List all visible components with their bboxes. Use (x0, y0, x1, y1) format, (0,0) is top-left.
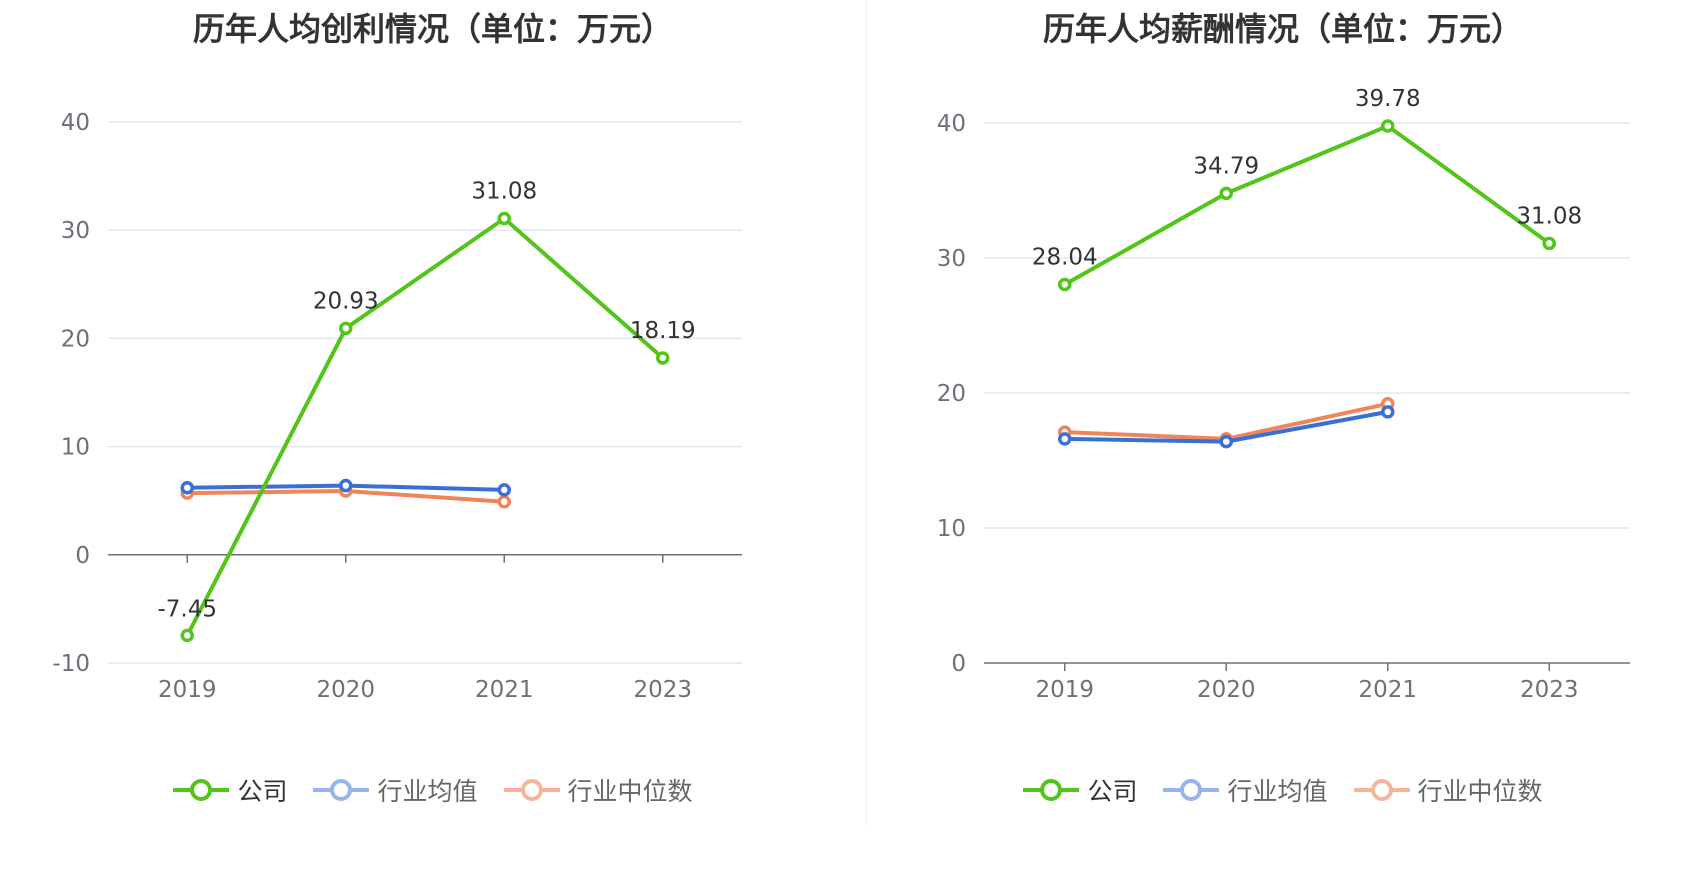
legend-label: 行业中位数 (567, 777, 693, 806)
data-label: 31.08 (471, 179, 537, 205)
x-tick-label: 2020 (1197, 677, 1256, 703)
y-tick-label: 30 (937, 246, 966, 272)
data-point (1381, 405, 1395, 419)
data-point (497, 483, 511, 497)
panel-divider (866, 0, 867, 826)
chart-title: 历年人均创利情况（单位：万元） (192, 10, 673, 48)
legend-line-circle-icon (313, 779, 370, 801)
legend-label: 公司 (237, 777, 288, 806)
data-point (1219, 434, 1233, 449)
data-point (656, 351, 670, 365)
x-tick-label: 2021 (1358, 677, 1417, 703)
series-line (1063, 124, 1551, 287)
x-tick-label: 2019 (1035, 677, 1094, 703)
data-point (1058, 277, 1072, 292)
legend-label: 行业均值 (377, 777, 478, 806)
legend-item-industry-median[interactable]: 行业中位数 (503, 772, 693, 808)
data-label: 28.04 (1032, 244, 1098, 270)
legend-line-circle-icon (173, 779, 230, 801)
legend-item-industry-median[interactable]: 行业中位数 (1353, 772, 1543, 808)
legend-item-industry-average[interactable]: 行业均值 (313, 772, 478, 808)
chart-title: 历年人均薪酬情况（单位：万元） (1042, 10, 1523, 48)
legend-item-company[interactable]: 公司 (1023, 772, 1137, 808)
data-label: 18.19 (630, 318, 696, 344)
legend-line-circle-icon (1163, 779, 1220, 801)
y-tick-label: 20 (937, 381, 966, 407)
x-tick-label: 2019 (158, 677, 217, 703)
legend-label: 行业中位数 (1417, 777, 1543, 806)
data-point (339, 478, 353, 493)
data-point (1381, 119, 1395, 133)
y-tick-label: -10 (52, 651, 90, 677)
x-tick-label: 2020 (316, 677, 375, 703)
series-line (185, 216, 665, 637)
legend-item-company[interactable]: 公司 (173, 772, 287, 808)
data-point (180, 480, 194, 495)
y-tick-label: 0 (951, 651, 966, 677)
chart-plot-area: -10 0 10 20 30 40 2019 2020 2021 2023 -7.45 20.93 31… (52, 110, 742, 703)
data-point (1542, 236, 1556, 251)
y-tick-label: 30 (61, 218, 90, 244)
data-label: 34.79 (1193, 153, 1259, 179)
y-tick-label: 10 (61, 435, 90, 461)
data-label: 31.08 (1516, 203, 1582, 229)
y-tick-label: 40 (937, 111, 966, 137)
x-tick-label: 2021 (475, 677, 534, 703)
data-point (497, 495, 511, 509)
data-point (1219, 186, 1233, 201)
x-tick-label: 2023 (1520, 677, 1579, 703)
legend-item-industry-average[interactable]: 行业均值 (1163, 772, 1328, 808)
data-point (180, 628, 194, 643)
x-tick-label: 2023 (633, 677, 692, 703)
y-tick-label: 10 (937, 516, 966, 542)
chart-legend: 公司 行业均值 行业中位数 (866, 772, 1700, 808)
legend-line-circle-icon (1353, 779, 1410, 801)
data-point (339, 321, 353, 336)
legend-label: 行业均值 (1227, 777, 1328, 806)
y-tick-label: 0 (75, 543, 90, 569)
chart-legend: 公司 行业均值 行业中位数 (0, 772, 866, 808)
legend-line-circle-icon (503, 779, 560, 801)
legend-line-circle-icon (1023, 779, 1080, 801)
profit-per-capita-chart: 历年人均创利情况（单位：万元） -10 0 10 20 30 40 2019 2020 2021… (0, 10, 866, 808)
salary-per-capita-chart: 历年人均薪酬情况（单位：万元） 0 10 20 30 40 2019 2020 2021 202… (866, 0, 1700, 874)
data-label: 39.78 (1355, 86, 1421, 112)
y-tick-label: 40 (61, 110, 90, 136)
y-tick-label: 20 (61, 326, 90, 352)
data-label: 20.93 (313, 288, 379, 314)
legend-label: 公司 (1087, 777, 1138, 806)
data-point (497, 211, 511, 226)
chart-plot-area: 0 10 20 30 40 2019 2020 2021 2023 28.04 34.79 39.78… (937, 86, 1630, 703)
data-label: -7.45 (157, 596, 217, 622)
data-point (1058, 432, 1072, 446)
